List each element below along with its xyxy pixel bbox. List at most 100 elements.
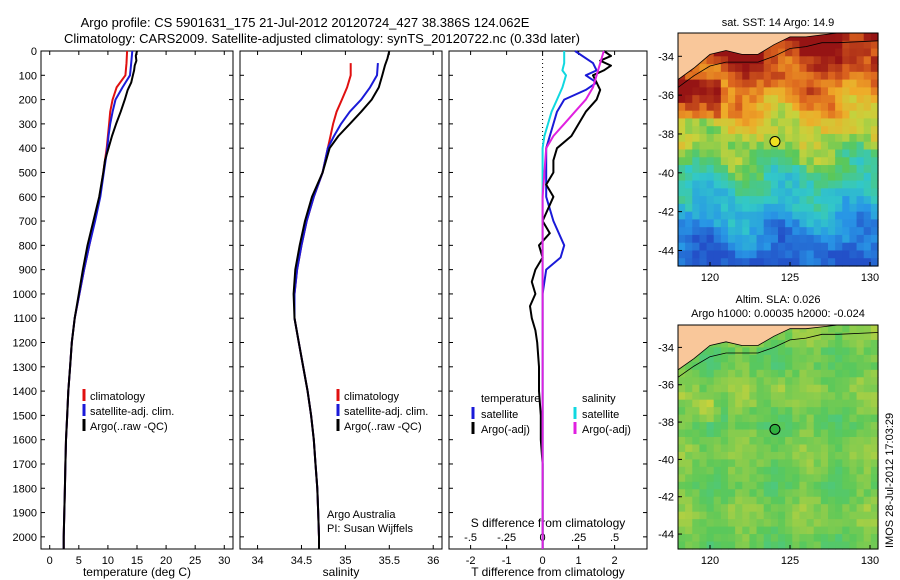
map-y-tick-label: -34 [658, 342, 674, 354]
y-tick-label: 1000 [13, 289, 37, 301]
panel-frame [40, 50, 234, 550]
y-tick-label: 1100 [13, 313, 37, 325]
series-line [292, 50, 391, 549]
map-y-tick-label: -34 [658, 51, 674, 63]
map-y-tick-label: -38 [658, 129, 674, 141]
map-title: Altim. SLA: 0.026 [736, 294, 821, 306]
map-x-tick-label: 120 [701, 555, 719, 567]
map-raster [678, 325, 879, 550]
y-tick-label: 700 [19, 216, 37, 228]
y-tick-label: 1500 [13, 410, 37, 422]
x-tick-label: 10 [102, 555, 114, 567]
map-y-tick-label: -40 [658, 454, 674, 466]
map-raster [678, 33, 879, 267]
x-tick-label: 15 [131, 555, 143, 567]
legend-label: climatology [90, 391, 146, 403]
legend-label: Argo(-adj) [481, 424, 530, 436]
map-y-tick-label: -42 [658, 207, 674, 219]
series-line [62, 50, 138, 549]
x-tick-label: 34 [251, 555, 263, 567]
y-tick-label: 100 [19, 70, 37, 82]
profile-panel-salinity: 34 34.5 35 35.5 36 salinity climatology satelli… [239, 50, 443, 579]
figure-title-line1: Argo profile: CS 5901631_175 21-Jul-2012… [81, 15, 530, 30]
y-tick-label: 1300 [13, 362, 37, 374]
x-tick-label: 1 [576, 555, 582, 567]
legend-label: Argo(-adj) [582, 424, 631, 436]
top-scale-tick-label: -.25 [497, 532, 516, 544]
map-y-tick-label: -40 [658, 168, 674, 180]
y-tick-label: 600 [19, 192, 37, 204]
map-y-tick-label: -42 [658, 492, 674, 504]
map-y-tick-label: -44 [658, 529, 674, 541]
map-y-tick-label: -36 [658, 380, 674, 392]
x-tick-label: 20 [160, 555, 172, 567]
figure-title-line2: Climatology: CARS2009. Satellite-adjuste… [64, 31, 580, 46]
y-tick-label: 1700 [13, 459, 37, 471]
credit-line2: PI: Susan Wijffels [327, 523, 413, 535]
series-line [541, 50, 605, 549]
map-frame [677, 32, 879, 267]
x-tick-label: 0 [47, 555, 53, 567]
y-tick-label: 0 [31, 46, 37, 58]
legend-label: satellite-adj. clim. [344, 406, 428, 418]
shelf-contour [677, 40, 879, 88]
legend-label: climatology [344, 391, 400, 403]
y-tick-label: 200 [19, 95, 37, 107]
x-tick-label: 25 [189, 555, 201, 567]
legend-label: Argo(..raw -QC) [344, 421, 422, 433]
profile-panel-temperature: 0100200300400500600700800900100011001200… [13, 46, 234, 579]
x-axis-label: T difference from climatology [471, 565, 625, 579]
panel-frame [448, 50, 648, 550]
argo-position-marker [769, 136, 781, 148]
map-x-tick-label: 125 [781, 555, 799, 567]
y-tick-label: 400 [19, 143, 37, 155]
x-tick-label: -1 [502, 555, 512, 567]
sla-map: Altim. SLA: 0.026 Argo h1000: 0.00035 h20… [658, 294, 879, 567]
x-tick-label: 30 [218, 555, 230, 567]
y-tick-label: 1400 [13, 386, 37, 398]
map-y-tick-label: -38 [658, 417, 674, 429]
x-axis-label: salinity [323, 565, 360, 579]
y-tick-label: 2000 [13, 532, 37, 544]
map-x-tick-label: 125 [781, 272, 799, 284]
map-title: sat. SST: 14 Argo: 14.9 [722, 17, 835, 29]
y-tick-label: 1200 [13, 338, 37, 350]
sst-map: sat. SST: 14 Argo: 14.9 -34 -36 -38 -40 -42 -4… [658, 17, 879, 284]
map-x-tick-label: 130 [861, 555, 879, 567]
y-tick-label: 800 [19, 240, 37, 252]
profile-panel-difference: -2 -1 0 1 2T difference from climatology -.5 -… [448, 50, 648, 579]
x-tick-label: 5 [76, 555, 82, 567]
top-scale-label: S difference from climatology [471, 516, 626, 530]
map-subtitle: Argo h1000: 0.00035 h2000: -0.024 [691, 308, 865, 320]
map-x-tick-label: 130 [861, 272, 879, 284]
map-frame [677, 324, 879, 550]
legend-label: satellite [582, 409, 619, 421]
top-scale-tick-label: .25 [571, 532, 586, 544]
y-tick-label: 1800 [13, 483, 37, 495]
map-y-tick-label: -36 [658, 90, 674, 102]
legend-label: Argo(..raw -QC) [90, 421, 168, 433]
map-x-tick-label: 120 [701, 272, 719, 284]
y-tick-label: 1900 [13, 508, 37, 520]
x-tick-label: 2 [612, 555, 618, 567]
x-tick-label: -2 [466, 555, 476, 567]
x-tick-label: 0 [540, 555, 546, 567]
side-timestamp: IMOS 28-Jul-2012 17:03:29 [884, 413, 896, 548]
y-tick-label: 500 [19, 167, 37, 179]
argo-position-marker [769, 423, 781, 435]
x-axis-label: temperature (deg C) [83, 565, 191, 579]
y-tick-label: 900 [19, 265, 37, 277]
credit-line1: Argo Australia [327, 509, 396, 521]
top-scale-tick-label: -.5 [464, 532, 477, 544]
x-tick-label: 34.5 [291, 555, 312, 567]
legend-title: salinity [582, 393, 616, 405]
top-scale-tick-label: .5 [610, 532, 619, 544]
y-tick-label: 1600 [13, 435, 37, 447]
legend-title: temperature [481, 393, 540, 405]
legend-label: satellite [481, 409, 518, 421]
x-tick-label: 36 [427, 555, 439, 567]
map-y-tick-label: -44 [658, 245, 674, 257]
x-tick-label: 35.5 [379, 555, 400, 567]
legend-label: satellite-adj. clim. [90, 406, 174, 418]
